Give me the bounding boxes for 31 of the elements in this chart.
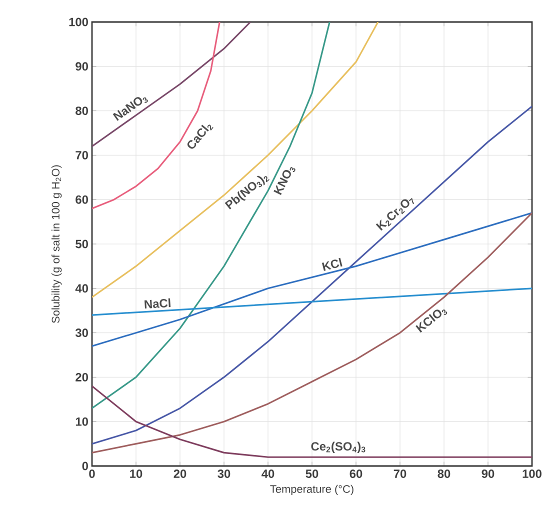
text: K$_{2}$Cr$_{2}$O$_{7}$ xyxy=(376,198,414,231)
y-tick-label: 60 xyxy=(76,195,88,204)
x-tick-label: 50 xyxy=(306,470,318,478)
y-tick-label: 10 xyxy=(76,417,88,426)
series-label: NaCl xyxy=(144,298,171,309)
y-tick-label: 100 xyxy=(69,18,88,26)
x-tick-label: 100 xyxy=(522,470,542,478)
x-tick-label: 0 xyxy=(89,470,95,478)
x-tick-label: 80 xyxy=(438,470,450,478)
series-label: Ce$_{2}$(SO$_{4}$)$_{3}$ xyxy=(311,442,366,453)
y-tick-label: 70 xyxy=(76,150,88,160)
x-tick-label: 40 xyxy=(262,470,274,478)
x-axis-title: Temperature (°C) xyxy=(270,484,354,496)
y-tick-label: 20 xyxy=(76,372,88,382)
line-series xyxy=(92,22,220,210)
y-tick-label: 90 xyxy=(76,62,88,71)
x-tick-label: 90 xyxy=(482,470,494,478)
text: KNO$_{3}$ xyxy=(274,167,296,196)
x-tick-label: 60 xyxy=(350,470,362,478)
y-tick-label: 0 xyxy=(82,462,88,470)
x-tick-label: 20 xyxy=(174,470,186,478)
x-tick-label: 10 xyxy=(130,470,142,478)
y-tick-label: 30 xyxy=(75,328,88,338)
x-tick-label: 70 xyxy=(394,470,406,478)
y-tick-label: 80 xyxy=(76,106,88,116)
text: KCl xyxy=(322,258,342,271)
x-tick-label: 30 xyxy=(218,470,230,478)
y-tick-label: 40 xyxy=(75,284,88,293)
y-axis-title: Solubility (g of salt in 100 g H$_{2}$O) xyxy=(51,165,62,323)
y-tick-label: 50 xyxy=(76,240,88,248)
line-series xyxy=(92,22,252,148)
